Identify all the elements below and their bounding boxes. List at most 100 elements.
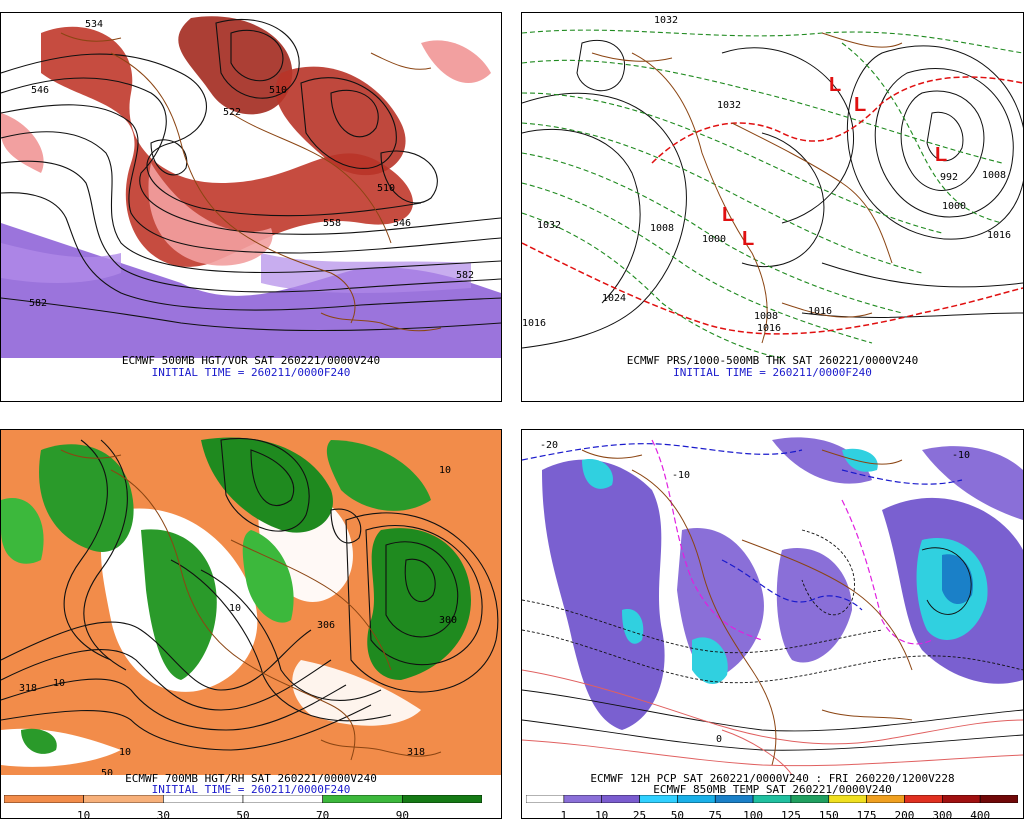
pressure-label: 1032: [537, 220, 561, 231]
pressure-label: 1016: [808, 306, 832, 317]
colorbar-tick-label: 50: [670, 809, 684, 822]
contour-labels-prs: 1032 1032 1024 1016 1016 1008 1000 1016 …: [522, 15, 1011, 334]
height-label: 510: [377, 183, 395, 194]
panel-caption-title: ECMWF 500MB HGT/VOR SAT 260221/0000V240: [121, 354, 381, 367]
pressure-label: 1032: [654, 15, 678, 26]
panel-700mb-hgt-rh: 318 10 10 50 10 318 306 10 300 ECMWF 700…: [0, 429, 502, 819]
colorbar-tick-label: 25: [632, 809, 647, 822]
pressure-label: 1032: [717, 100, 741, 111]
colorbar-swatch: [752, 795, 792, 803]
contour-labels-500mb: 534 546 522 510 510 558 546 582 582: [29, 19, 474, 309]
pressure-label: 1000: [942, 201, 966, 212]
colorbar-swatch: [790, 795, 830, 803]
colorbar-tick-label: 150: [818, 809, 839, 822]
colorbar-swatch: [402, 795, 482, 803]
colorbar-swatch: [601, 795, 640, 803]
colorbar-swatch: [904, 795, 943, 803]
colorbar-swatch: [942, 795, 981, 803]
colorbar-swatch: [979, 795, 1018, 803]
colorbar-swatch: [828, 795, 867, 803]
panel-pcp-850mb-temp: -10 -10 0 -20 ECMWF 12H PCP SAT 260221/0…: [521, 429, 1024, 819]
colorbar-tick-label: 75: [708, 809, 722, 822]
contour-labels-850mb: -10 -10 0 -20: [540, 440, 970, 745]
colorbar-tick-label: 100: [743, 809, 763, 822]
map-700mb: 318 10 10 50 10 318 306 10 300: [1, 430, 501, 775]
pressure-label: 1016: [522, 318, 546, 329]
rh-colorbar-swatches: [4, 795, 482, 803]
colorbar-swatch: [563, 795, 602, 803]
height-label: 318: [407, 747, 425, 758]
panel-caption-initial-time: INITIAL TIME = 260211/0000F240: [673, 366, 872, 379]
rh-colorbar-labels: 10 30 50 70 90: [4, 809, 482, 822]
colorbar-swatch: [714, 795, 754, 803]
height-label: 300: [439, 615, 457, 626]
colorbar-swatch: [639, 795, 678, 803]
low-marker: L: [722, 204, 734, 226]
low-marker: L: [935, 144, 947, 166]
pressure-label: 1016: [757, 323, 781, 334]
panel-caption-title: ECMWF 700MB HGT/RH SAT 260221/0000V240: [125, 772, 377, 785]
panel-caption-title: ECMWF PRS/1000-500MB THK SAT 260221/0000…: [626, 354, 919, 367]
height-label: 10: [119, 747, 131, 758]
pressure-label: 992: [940, 172, 958, 183]
height-label: 534: [85, 19, 103, 30]
pcp-colorbar-swatches: [526, 795, 1018, 803]
temperature-label: -10: [952, 450, 970, 461]
panel-caption-initial-time: INITIAL TIME = 260211/0000F240: [151, 783, 351, 796]
pressure-label: 1016: [987, 230, 1011, 241]
panel-caption-subtitle: ECMWF 850MB TEMP SAT 260221/0000V240: [653, 783, 892, 796]
colorbar-swatch: [866, 795, 905, 803]
height-label: 10: [229, 603, 241, 614]
height-label: 50: [101, 768, 113, 775]
pressure-center-markers: L L L L L: [722, 74, 947, 250]
pressure-label: 1000: [702, 234, 726, 245]
colorbar-tick-label: 200: [894, 809, 915, 822]
height-label: 582: [456, 270, 474, 281]
height-label: 306: [317, 620, 335, 631]
height-label: 510: [269, 85, 287, 96]
pcp-colorbar-labels: 1 10 25 50 75 100 125 150 175 200 300 400: [526, 809, 1018, 822]
panel-caption-title: ECMWF 12H PCP SAT 260221/0000V240 : FRI …: [590, 772, 955, 785]
pressure-label: 1008: [982, 170, 1006, 181]
colorbar-swatch: [4, 795, 84, 803]
low-marker: L: [829, 74, 841, 96]
height-label: 318: [19, 683, 37, 694]
colorbar-tick-label: 70: [316, 809, 330, 822]
height-label: 546: [393, 218, 411, 229]
temperature-label: -20: [540, 440, 558, 451]
height-label: 522: [223, 107, 241, 118]
height-label: 558: [323, 218, 341, 229]
pcp-colorbar: 1 10 25 50 75 100 125 150 175 200 300 400: [526, 795, 1018, 822]
contour-labels-700mb: 318 10 10 50 10 318 306 10 300: [19, 465, 457, 775]
height-label: 582: [29, 298, 47, 309]
colorbar-tick-label: 175: [856, 809, 877, 822]
colorbar-swatch: [677, 795, 716, 803]
colorbar-swatch: [83, 795, 164, 803]
map-500mb: 534 546 522 510 510 558 546 582 582: [1, 13, 501, 358]
map-pcp-850mb: -10 -10 0 -20: [522, 430, 1023, 775]
colorbar-tick-label: 30: [156, 809, 170, 822]
colorbar-tick-label: 50: [236, 809, 250, 822]
colorbar-tick-label: 125: [780, 809, 801, 822]
colorbar-tick-label: 400: [970, 809, 991, 822]
panel-500mb-hgt-vor: 534 546 522 510 510 558 546 582 582 ECMW…: [0, 12, 502, 402]
colorbar-tick-label: 300: [932, 809, 953, 822]
colorbar-swatch: [163, 795, 244, 803]
height-label: 10: [53, 678, 65, 689]
colorbar-tick-label: 10: [595, 809, 609, 822]
colorbar-tick-label: 10: [77, 809, 91, 822]
colorbar-swatch: [526, 795, 565, 803]
panel-caption-initial-time: INITIAL TIME = 260211/0000F240: [151, 366, 351, 379]
panel-prs-thk: L L L L L 1032 1032 1024 1016 1016 1008 …: [521, 12, 1024, 402]
low-marker: L: [742, 228, 754, 250]
low-marker: L: [854, 94, 866, 116]
temperature-label: 0: [716, 734, 722, 745]
colorbar-tick-label: 1: [560, 809, 568, 822]
rh-colorbar: 10 30 50 70 90: [4, 795, 482, 822]
colorbar-swatch: [242, 795, 323, 803]
pressure-label: 1024: [602, 293, 626, 304]
pressure-label: 1008: [754, 311, 778, 322]
map-prs-thk: L L L L L 1032 1032 1024 1016 1016 1008 …: [522, 13, 1023, 358]
temperature-label: -10: [672, 470, 690, 481]
pressure-label: 1008: [650, 223, 674, 234]
